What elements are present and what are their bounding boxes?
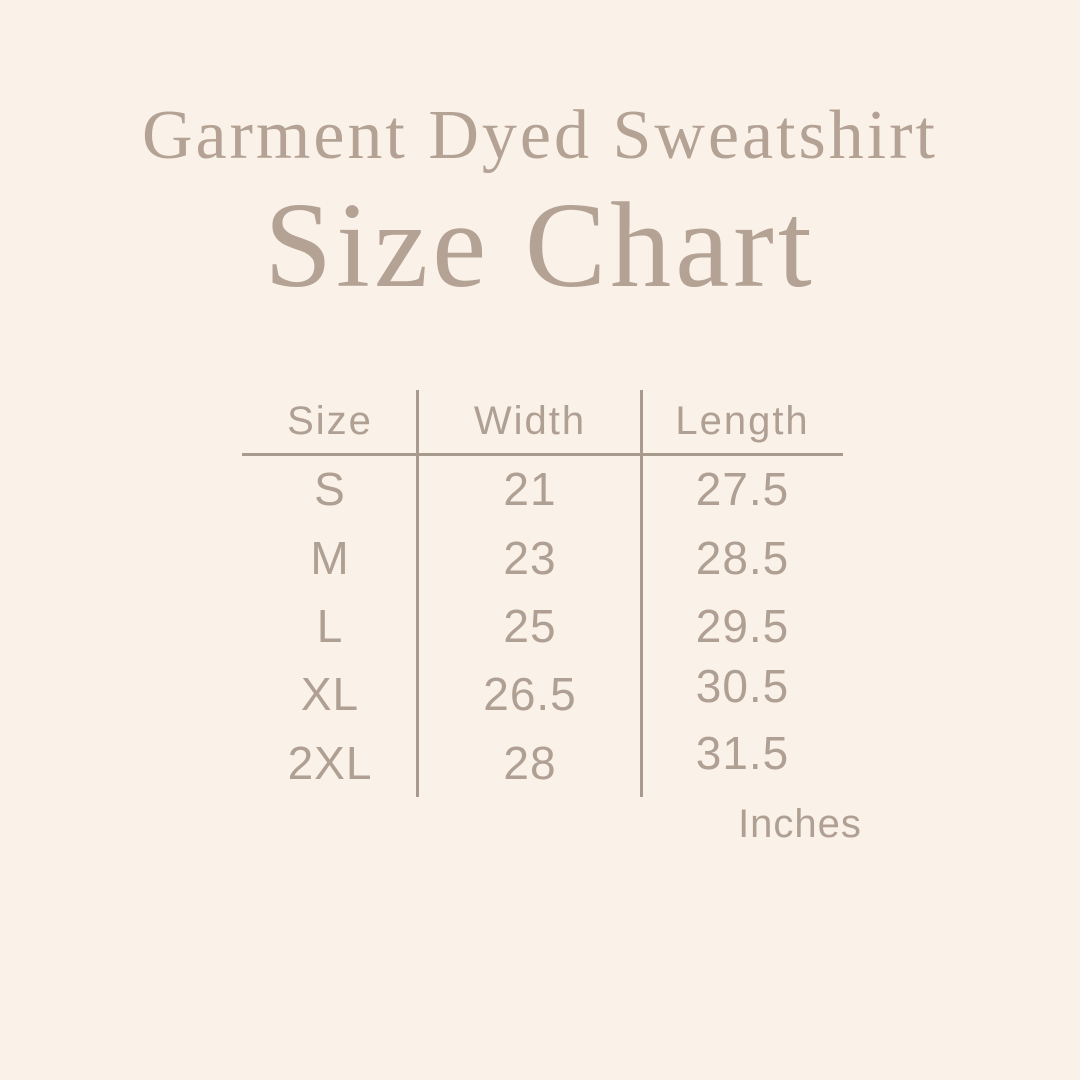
size-cell: M: [310, 531, 350, 584]
table-row: M 23 28.5: [242, 523, 843, 591]
width-cell: 26.5: [483, 668, 577, 721]
table-row: 2XL 28 31.5: [242, 726, 843, 797]
length-cell: 30.5: [695, 660, 790, 713]
table-row: L 25 29.5: [242, 592, 843, 660]
column-divider-line: [640, 390, 643, 797]
product-title: Garment Dyed Sweatshirt: [141, 97, 939, 174]
page-title: Size Chart: [264, 178, 816, 313]
size-cell: XL: [300, 668, 360, 721]
length-cell: 27.5: [695, 463, 790, 516]
column-divider-line: [416, 390, 419, 797]
column-header-size: Size: [287, 399, 373, 443]
length-cell: 29.5: [695, 599, 790, 652]
size-cell: S: [314, 463, 346, 516]
size-table: Size Width Length S 21 27.5 M 23 28.5 L …: [242, 390, 843, 797]
size-cell: 2XL: [287, 736, 373, 789]
table-body: S 21 27.5 M 23 28.5 L 25 29.5 XL 26.5 30…: [242, 455, 843, 797]
width-cell: 21: [503, 463, 557, 516]
width-cell: 28: [503, 736, 557, 789]
size-cell: L: [316, 599, 344, 652]
width-cell: 25: [503, 599, 557, 652]
column-header-length: Length: [675, 399, 810, 443]
header-divider-line: [242, 453, 843, 456]
table-row: XL 26.5 30.5: [242, 660, 843, 728]
length-cell: 28.5: [695, 531, 790, 584]
width-cell: 23: [503, 531, 557, 584]
length-cell: 31.5: [695, 726, 790, 779]
table-header-row: Size Width Length: [242, 390, 843, 453]
column-header-width: Width: [473, 399, 587, 443]
table-row: S 21 27.5: [242, 455, 843, 523]
units-label: Inches: [738, 802, 862, 846]
